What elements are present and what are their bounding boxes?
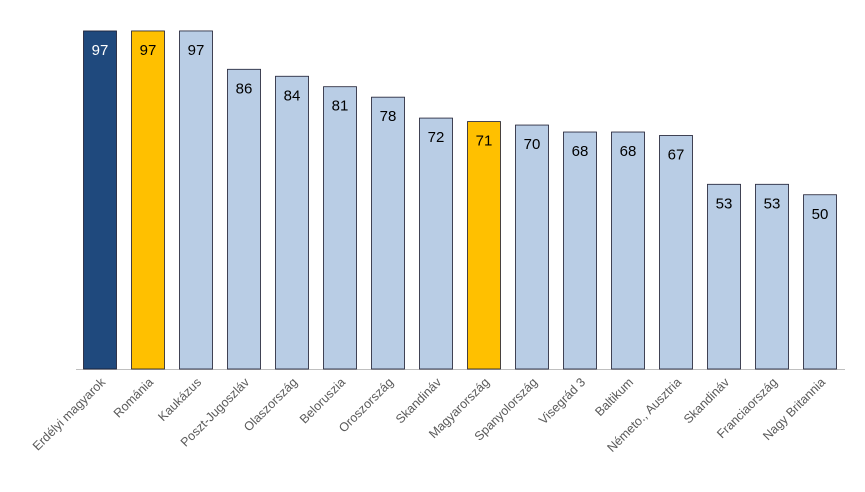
bar	[179, 30, 213, 370]
x-tick-label: Skandináv	[393, 375, 445, 427]
bar	[467, 121, 501, 370]
x-tick-label: Beloruszia	[297, 375, 348, 426]
bar	[419, 117, 453, 370]
bar	[707, 183, 741, 370]
data-label: 72	[428, 129, 445, 146]
data-label: 68	[620, 143, 637, 160]
data-label: 97	[188, 42, 205, 59]
data-label: 68	[572, 143, 589, 160]
x-tick-label: Románia	[111, 375, 156, 420]
bar	[515, 124, 549, 370]
data-label: 97	[140, 42, 157, 59]
bar	[611, 131, 645, 370]
x-tick-label: Baltikum	[592, 375, 636, 419]
bar	[803, 194, 837, 370]
bar	[563, 131, 597, 370]
x-tick-label: Kaukázus	[155, 375, 204, 424]
x-tick-label: Visegrád 3	[536, 375, 588, 427]
bar	[83, 30, 117, 370]
data-label: 84	[284, 87, 301, 104]
data-label: 81	[332, 98, 349, 115]
bar	[131, 30, 165, 370]
data-label: 86	[236, 80, 253, 97]
data-label: 50	[812, 206, 829, 223]
bar	[323, 86, 357, 370]
bar	[371, 96, 405, 370]
data-label: 97	[92, 42, 109, 59]
data-label: 53	[716, 195, 733, 212]
bar	[755, 183, 789, 370]
bar	[275, 75, 309, 370]
bar	[227, 68, 261, 370]
data-label: 53	[764, 195, 781, 212]
bar	[659, 135, 693, 370]
data-label: 71	[476, 133, 493, 150]
x-tick-label: Erdélyi magyarok	[30, 375, 109, 454]
data-label: 67	[668, 147, 685, 164]
data-label: 70	[524, 136, 541, 153]
data-label: 78	[380, 108, 397, 125]
x-tick-label: Skandináv	[681, 375, 733, 427]
